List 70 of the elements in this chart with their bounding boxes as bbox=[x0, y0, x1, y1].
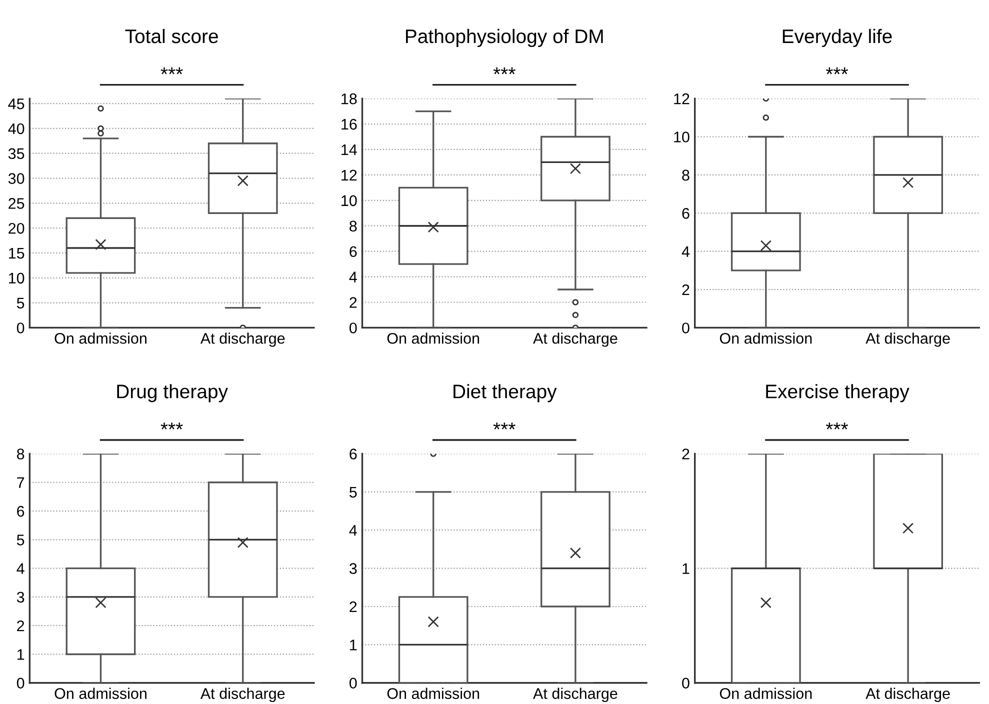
text: *** bbox=[160, 422, 183, 430]
y-tick-label: 2 bbox=[17, 620, 24, 632]
y-tick-label: 15 bbox=[8, 248, 24, 259]
y-tick-label: 0 bbox=[16, 678, 24, 689]
x-tick-label: On admission bbox=[387, 332, 480, 344]
y-tick-label: 25 bbox=[8, 198, 24, 209]
x-tick-label: At discharge bbox=[200, 688, 285, 702]
chart-title: Drug therapy bbox=[117, 384, 228, 402]
y-tick-label: 2 bbox=[682, 448, 690, 460]
x-tick-label: At discharge bbox=[533, 332, 618, 347]
y-tick-label: 10 bbox=[342, 195, 357, 206]
chart-title: Everyday life bbox=[782, 28, 892, 48]
y-tick-label: 6 bbox=[17, 506, 24, 517]
y-tick-label: 6 bbox=[682, 208, 690, 219]
y-tick-label: 2 bbox=[682, 284, 690, 296]
y-tick-label: 4 bbox=[349, 525, 357, 536]
chart-title: Diet therapy bbox=[454, 384, 557, 402]
x-tick-label: At discharge bbox=[200, 332, 285, 347]
x-tick-label: At discharge bbox=[866, 332, 950, 347]
x-tick-label: On admission bbox=[54, 332, 146, 344]
y-tick-label: 0 bbox=[350, 322, 357, 334]
y-tick-label: 0 bbox=[350, 678, 357, 689]
y-tick-label: 20 bbox=[8, 222, 24, 234]
y-tick-label: 10 bbox=[674, 132, 690, 142]
text: *** bbox=[493, 67, 516, 74]
y-tick-label: 2 bbox=[350, 601, 357, 612]
y-tick-label: 4 bbox=[682, 246, 690, 257]
x-tick-label: On admission bbox=[720, 688, 812, 699]
y-tick-label: 1 bbox=[350, 640, 357, 650]
text: *** bbox=[826, 67, 848, 74]
x-tick-label: On admission bbox=[387, 688, 480, 699]
y-tick-label: 8 bbox=[16, 448, 24, 460]
y-tick-label: 18 bbox=[342, 93, 357, 104]
y-tick-label: 0 bbox=[682, 322, 690, 334]
x-tick-label: At discharge bbox=[866, 688, 950, 702]
text: *** bbox=[493, 422, 516, 430]
y-tick-label: 12 bbox=[674, 93, 690, 104]
y-tick-label: 5 bbox=[350, 486, 357, 498]
y-tick-label: 10 bbox=[8, 272, 24, 284]
y-tick-label: 35 bbox=[8, 148, 24, 160]
y-tick-label: 30 bbox=[8, 173, 24, 184]
y-tick-label: 0 bbox=[16, 322, 24, 334]
chart-title: Exercise therapy bbox=[766, 384, 910, 402]
x-tick-label: At discharge bbox=[533, 688, 618, 702]
y-tick-label: 5 bbox=[16, 534, 24, 546]
y-tick-label: 3 bbox=[349, 563, 357, 574]
y-tick-label: 3 bbox=[16, 592, 24, 603]
y-tick-label: 6 bbox=[350, 448, 357, 460]
y-tick-label: 1 bbox=[682, 563, 690, 574]
y-tick-label: 6 bbox=[350, 246, 357, 258]
chart-title: Total score bbox=[125, 28, 218, 44]
chart-title: Pathophysiology of DM bbox=[406, 28, 603, 48]
y-tick-label: 40 bbox=[8, 123, 24, 134]
y-tick-label: 16 bbox=[342, 118, 357, 130]
y-tick-label: 12 bbox=[342, 170, 357, 180]
y-tick-label: 8 bbox=[350, 220, 357, 232]
text: *** bbox=[160, 67, 183, 74]
y-tick-label: 4 bbox=[16, 563, 24, 574]
y-tick-label: 45 bbox=[8, 98, 24, 110]
y-tick-label: 4 bbox=[349, 272, 357, 282]
text: *** bbox=[826, 422, 848, 430]
y-tick-label: 14 bbox=[342, 144, 357, 156]
x-tick-label: On admission bbox=[54, 688, 146, 699]
y-tick-label: 0 bbox=[682, 678, 690, 689]
y-tick-label: 2 bbox=[350, 297, 357, 308]
x-tick-label: On admission bbox=[720, 332, 812, 344]
y-tick-label: 5 bbox=[16, 298, 24, 308]
y-tick-label: 7 bbox=[17, 477, 24, 488]
y-tick-label: 8 bbox=[682, 170, 690, 181]
y-tick-label: 1 bbox=[17, 649, 24, 660]
